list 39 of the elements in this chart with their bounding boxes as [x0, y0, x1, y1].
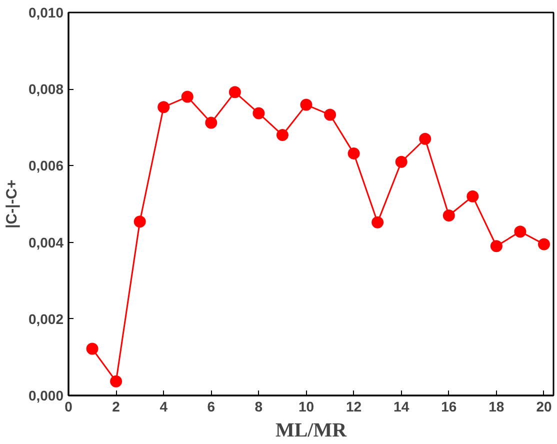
point — [205, 116, 218, 129]
x-tick-label: 2 — [112, 398, 120, 414]
point — [110, 375, 122, 388]
y-tick-label: 0,002 — [28, 310, 64, 327]
point — [419, 132, 432, 145]
x-tick-label: 12 — [346, 398, 362, 414]
x-tick-label: 16 — [441, 398, 457, 414]
point — [252, 107, 265, 120]
x-tick-label: 18 — [488, 398, 504, 414]
point — [490, 240, 502, 252]
y-axis-title: |C-|-C+ — [3, 179, 20, 228]
point — [228, 86, 241, 98]
point — [538, 238, 550, 250]
point — [324, 108, 336, 121]
y-tick-label: 0,004 — [28, 234, 64, 250]
point — [134, 216, 146, 228]
x-tick-label: 14 — [394, 398, 410, 414]
point — [181, 90, 194, 103]
point — [372, 216, 384, 228]
point — [395, 156, 408, 168]
x-tick-label: 8 — [254, 398, 263, 414]
point — [276, 129, 288, 142]
y-tick-label: 0,008 — [28, 81, 64, 98]
point — [86, 342, 98, 355]
x-tick-label: 4 — [160, 398, 168, 414]
point — [466, 190, 479, 202]
point — [158, 101, 170, 114]
point — [442, 210, 455, 222]
y-tick-label: 0,010 — [28, 4, 64, 20]
x-tick-label: 6 — [207, 398, 216, 414]
x-tick-label: 20 — [536, 398, 552, 414]
point — [300, 98, 312, 111]
y-tick-label: 0,006 — [28, 158, 64, 174]
point — [514, 226, 526, 238]
x-tick-label: 10 — [298, 398, 314, 414]
point — [348, 147, 360, 160]
y-tick-label: 0,000 — [28, 388, 64, 404]
x-tick-label: 0 — [64, 398, 73, 414]
x-axis-title: ML/MR — [275, 420, 348, 442]
